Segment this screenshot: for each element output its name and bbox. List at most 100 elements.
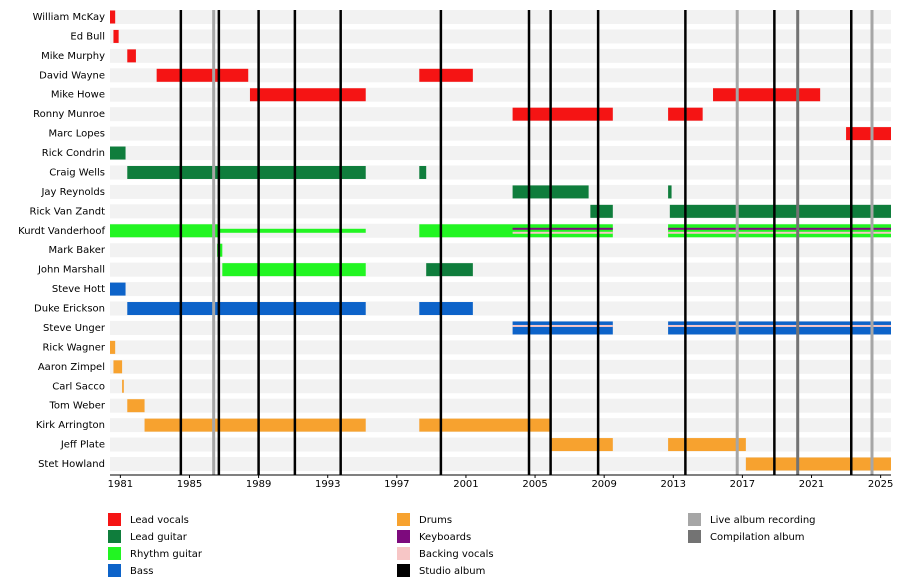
- member-name: Jay Reynolds: [40, 187, 105, 198]
- legend-swatch: [397, 530, 410, 543]
- legend-swatch: [397, 547, 410, 560]
- member-bar: [113, 29, 119, 43]
- row-band: [110, 68, 891, 83]
- member-name: Duke Erickson: [34, 304, 105, 315]
- row-band: [110, 457, 891, 471]
- member-bar: [110, 340, 116, 354]
- member-name: Rick Condrin: [42, 148, 105, 159]
- member-bar: [419, 68, 473, 82]
- row-band: [110, 29, 891, 44]
- member-name: Tom Weber: [48, 401, 105, 412]
- legend-swatch: [108, 513, 121, 526]
- legend-swatch: [108, 530, 121, 543]
- member-bar: [590, 204, 613, 218]
- member-name: Rick Van Zandt: [30, 206, 106, 217]
- row-band: [110, 282, 891, 297]
- member-name: Jeff Plate: [60, 440, 105, 451]
- member-bar: [144, 418, 366, 432]
- member-bar: [668, 231, 891, 234]
- member-name: David Wayne: [39, 70, 105, 81]
- member-bar: [745, 457, 891, 471]
- member-name: Mike Howe: [51, 90, 105, 101]
- member-bar: [668, 224, 891, 238]
- row-band: [110, 48, 891, 63]
- member-bar: [419, 165, 427, 179]
- x-tick-label: 1989: [246, 479, 271, 490]
- row-band: [110, 10, 891, 24]
- x-tick-label: 2001: [453, 479, 478, 490]
- member-name: Craig Wells: [49, 167, 105, 178]
- member-name: Mark Baker: [48, 245, 105, 256]
- member-bar: [713, 88, 821, 102]
- member-name: William McKay: [33, 12, 105, 23]
- member-bar: [110, 10, 116, 24]
- member-bar: [110, 224, 219, 238]
- member-bar: [249, 88, 366, 102]
- member-bar: [550, 438, 613, 452]
- member-bar: [512, 324, 613, 327]
- x-tick-label: 2021: [799, 479, 824, 490]
- row-band: [110, 359, 891, 374]
- legend-swatch: [688, 530, 701, 543]
- member-bar: [127, 302, 366, 316]
- member-bar: [512, 227, 613, 230]
- row-band: [110, 398, 891, 413]
- member-name: Carl Sacco: [52, 381, 105, 392]
- legend-swatch: [108, 564, 121, 577]
- member-name: Ronny Munroe: [33, 109, 105, 120]
- row-band: [110, 146, 891, 161]
- member-bar: [122, 379, 124, 393]
- member-bar: [668, 227, 891, 230]
- row-band: [110, 340, 891, 355]
- member-bar: [512, 321, 613, 335]
- legend-label: Live album recording: [710, 515, 816, 526]
- legend-swatch: [397, 513, 410, 526]
- member-bar: [156, 68, 249, 82]
- row-band: [110, 379, 891, 394]
- row-band: [110, 184, 891, 199]
- member-name: Mike Murphy: [41, 51, 105, 62]
- member-bar: [668, 324, 891, 327]
- x-tick-label: 1981: [108, 479, 133, 490]
- legend-label: Compilation album: [710, 532, 805, 543]
- x-tick-label: 2005: [522, 479, 547, 490]
- member-bar: [668, 185, 672, 199]
- x-tick-label: 2009: [591, 479, 616, 490]
- x-tick-label: 1985: [177, 479, 202, 490]
- member-name: Kurdt Vanderhoof: [18, 226, 105, 237]
- member-bar: [419, 224, 613, 238]
- member-name: Marc Lopes: [48, 129, 105, 140]
- member-bar: [127, 49, 136, 63]
- legend-swatch: [688, 513, 701, 526]
- member-name: Steve Hott: [52, 284, 105, 295]
- legend-label: Studio album: [419, 566, 485, 577]
- legend-label: Keyboards: [419, 532, 471, 543]
- legend-swatch: [108, 547, 121, 560]
- member-bar: [110, 282, 126, 296]
- legend-label: Lead vocals: [130, 515, 189, 526]
- member-bar: [218, 228, 366, 233]
- member-name: John Marshall: [37, 265, 105, 276]
- member-bar: [127, 399, 145, 413]
- member-bar: [426, 263, 473, 277]
- member-bar: [512, 107, 613, 121]
- member-bar: [113, 360, 123, 374]
- row-band: [110, 243, 891, 258]
- legend-label: Backing vocals: [419, 549, 494, 560]
- member-bar: [419, 418, 551, 432]
- member-name: Ed Bull: [70, 31, 105, 42]
- member-bar: [846, 127, 891, 141]
- x-tick-label: 2013: [661, 479, 686, 490]
- member-bar: [110, 146, 126, 160]
- member-bar: [127, 165, 366, 179]
- x-tick-label: 2017: [730, 479, 755, 490]
- member-name: Kirk Arrington: [36, 420, 105, 431]
- member-name: Aaron Zimpel: [38, 362, 105, 373]
- x-tick-label: 2025: [868, 479, 893, 490]
- legend-swatch: [397, 564, 410, 577]
- row-band: [110, 126, 891, 141]
- member-name: Stet Howland: [38, 459, 105, 470]
- legend-label: Rhythm guitar: [130, 549, 203, 560]
- member-bar: [419, 302, 473, 316]
